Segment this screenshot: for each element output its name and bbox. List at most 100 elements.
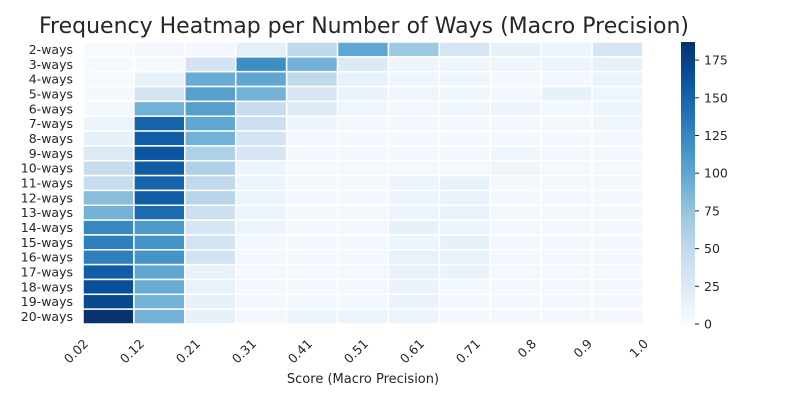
heatmap-cell xyxy=(133,56,186,73)
heatmap-cell xyxy=(82,234,135,251)
heatmap-cell xyxy=(591,70,644,88)
heatmap-cell xyxy=(234,308,288,325)
heatmap-cell xyxy=(591,293,644,310)
heatmap-cell xyxy=(285,293,339,310)
heatmap-cell xyxy=(489,70,542,88)
heatmap-cell xyxy=(336,145,390,162)
heatmap-cell xyxy=(489,308,542,325)
heatmap-cell xyxy=(540,85,593,103)
heatmap-cell xyxy=(540,219,593,236)
heatmap-cell xyxy=(234,263,288,281)
heatmap-cell xyxy=(540,278,593,296)
heatmap-cell xyxy=(184,115,237,132)
heatmap-cell xyxy=(285,234,339,251)
heatmap-cell xyxy=(133,115,186,132)
heatmap-cell xyxy=(489,219,542,236)
heatmap-cell xyxy=(489,174,542,192)
heatmap-cell xyxy=(336,100,390,117)
heatmap-cell xyxy=(133,263,186,281)
colorbar-tick-label: 175 xyxy=(704,53,728,68)
heatmap-cell xyxy=(82,204,135,221)
heatmap-cell xyxy=(540,130,593,147)
heatmap-cell xyxy=(489,278,542,296)
heatmap-cell xyxy=(82,174,135,192)
row-label: 12-ways xyxy=(21,190,73,205)
row-labels: 2-ways3-ways4-ways5-ways6-ways7-ways8-wa… xyxy=(21,42,73,324)
heatmap-cell xyxy=(438,56,492,73)
heatmap-cell xyxy=(234,159,288,177)
heatmap-cell xyxy=(540,115,593,132)
row-label: 15-ways xyxy=(21,235,73,250)
heatmap-cell xyxy=(591,115,644,132)
colorbar-tick-label: 150 xyxy=(704,90,728,105)
heatmap-cell xyxy=(336,159,390,177)
heatmap-cell xyxy=(285,204,339,221)
heatmap-cell xyxy=(591,234,644,251)
heatmap-cell xyxy=(285,159,339,177)
heatmap-cell xyxy=(82,278,135,296)
chart-title: Frequency Heatmap per Number of Ways (Ma… xyxy=(39,14,689,39)
heatmap-cell xyxy=(285,263,339,281)
heatmap-cell xyxy=(438,130,492,147)
heatmap-cell xyxy=(234,130,288,147)
heatmap-cell xyxy=(336,85,390,103)
heatmap-cell xyxy=(336,115,390,132)
heatmap-cell xyxy=(285,145,339,162)
row-label: 18-ways xyxy=(21,279,73,294)
heatmap-cell xyxy=(234,174,288,192)
heatmap-cell xyxy=(184,278,237,296)
heatmap-cell xyxy=(184,293,237,310)
heatmap-cell xyxy=(133,189,186,207)
heatmap-cell xyxy=(184,174,237,192)
heatmap-cell xyxy=(489,115,542,132)
heatmap-cell xyxy=(133,219,186,236)
heatmap-cell xyxy=(82,130,135,147)
heatmap-cell xyxy=(591,159,644,177)
heatmap-cell xyxy=(540,189,593,207)
heatmap-cell xyxy=(489,189,542,207)
heatmap-cell xyxy=(387,174,441,192)
heatmap-cell xyxy=(184,263,237,281)
heatmap-cell xyxy=(438,249,492,266)
heatmap-cell xyxy=(285,100,339,117)
row-label: 13-ways xyxy=(21,205,73,220)
heatmap-cell xyxy=(540,159,593,177)
heatmap-cell xyxy=(591,189,644,207)
heatmap-cell xyxy=(82,56,135,73)
row-label: 11-ways xyxy=(21,176,73,191)
heatmap-cell xyxy=(285,189,339,207)
heatmap-cell xyxy=(489,234,542,251)
heatmap-cell xyxy=(591,56,644,73)
heatmap-cell xyxy=(489,159,542,177)
x-tick-label: 1.0 xyxy=(626,336,651,361)
heatmap-cell xyxy=(387,130,441,147)
heatmap-cell xyxy=(285,308,339,325)
x-tick-label: 0.02 xyxy=(61,336,91,366)
heatmap-cell xyxy=(133,249,186,266)
heatmap-cell xyxy=(285,56,339,73)
heatmap-cell xyxy=(133,70,186,88)
heatmap-cell xyxy=(82,219,135,236)
heatmap-cell xyxy=(285,115,339,132)
heatmap-cell xyxy=(387,278,441,296)
heatmap-cell xyxy=(234,234,288,251)
row-label: 14-ways xyxy=(21,220,73,235)
heatmap-cell xyxy=(285,41,339,58)
heatmap-cell xyxy=(438,278,492,296)
heatmap-cell xyxy=(438,85,492,103)
heatmap-cell xyxy=(336,263,390,281)
heatmap-cell xyxy=(336,189,390,207)
heatmap-cell xyxy=(133,85,186,103)
heatmap-cell xyxy=(234,293,288,310)
heatmap-cell xyxy=(184,189,237,207)
heatmap-cell xyxy=(438,263,492,281)
heatmap-cell xyxy=(540,308,593,325)
heatmap-cell xyxy=(133,234,186,251)
heatmap-cell xyxy=(591,204,644,221)
heatmap-cell xyxy=(133,308,186,325)
colorbar-tick-label: 25 xyxy=(704,279,720,294)
heatmap-cell xyxy=(591,249,644,266)
heatmap-cell xyxy=(133,130,186,147)
colorbar-tick-label: 125 xyxy=(704,128,728,143)
heatmap-cell xyxy=(438,234,492,251)
